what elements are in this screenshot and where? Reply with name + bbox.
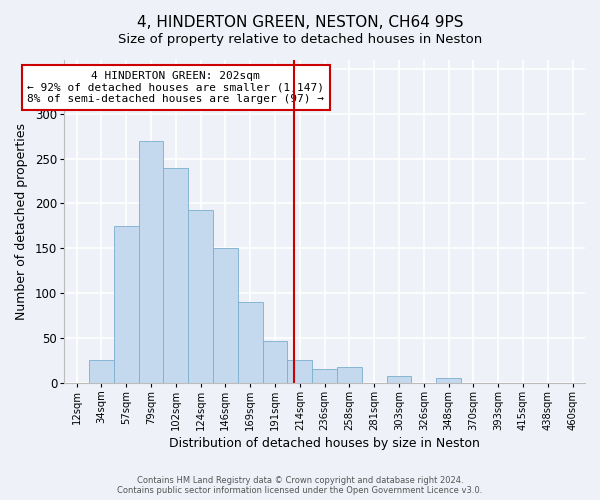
Bar bbox=[436, 378, 461, 382]
Bar bbox=[337, 368, 362, 382]
Bar bbox=[386, 376, 412, 382]
Text: 4 HINDERTON GREEN: 202sqm
← 92% of detached houses are smaller (1,147)
8% of sem: 4 HINDERTON GREEN: 202sqm ← 92% of detac… bbox=[27, 71, 324, 104]
Bar bbox=[238, 302, 263, 382]
Bar bbox=[114, 226, 139, 382]
Text: 4, HINDERTON GREEN, NESTON, CH64 9PS: 4, HINDERTON GREEN, NESTON, CH64 9PS bbox=[137, 15, 463, 30]
Y-axis label: Number of detached properties: Number of detached properties bbox=[15, 123, 28, 320]
Text: Contains HM Land Registry data © Crown copyright and database right 2024.
Contai: Contains HM Land Registry data © Crown c… bbox=[118, 476, 482, 495]
Text: Size of property relative to detached houses in Neston: Size of property relative to detached ho… bbox=[118, 32, 482, 46]
Bar bbox=[139, 140, 163, 382]
Bar bbox=[89, 360, 114, 382]
X-axis label: Distribution of detached houses by size in Neston: Distribution of detached houses by size … bbox=[169, 437, 480, 450]
Bar bbox=[163, 168, 188, 382]
Bar bbox=[263, 342, 287, 382]
Bar bbox=[188, 210, 213, 382]
Bar bbox=[312, 370, 337, 382]
Bar bbox=[213, 248, 238, 382]
Bar bbox=[287, 360, 312, 382]
